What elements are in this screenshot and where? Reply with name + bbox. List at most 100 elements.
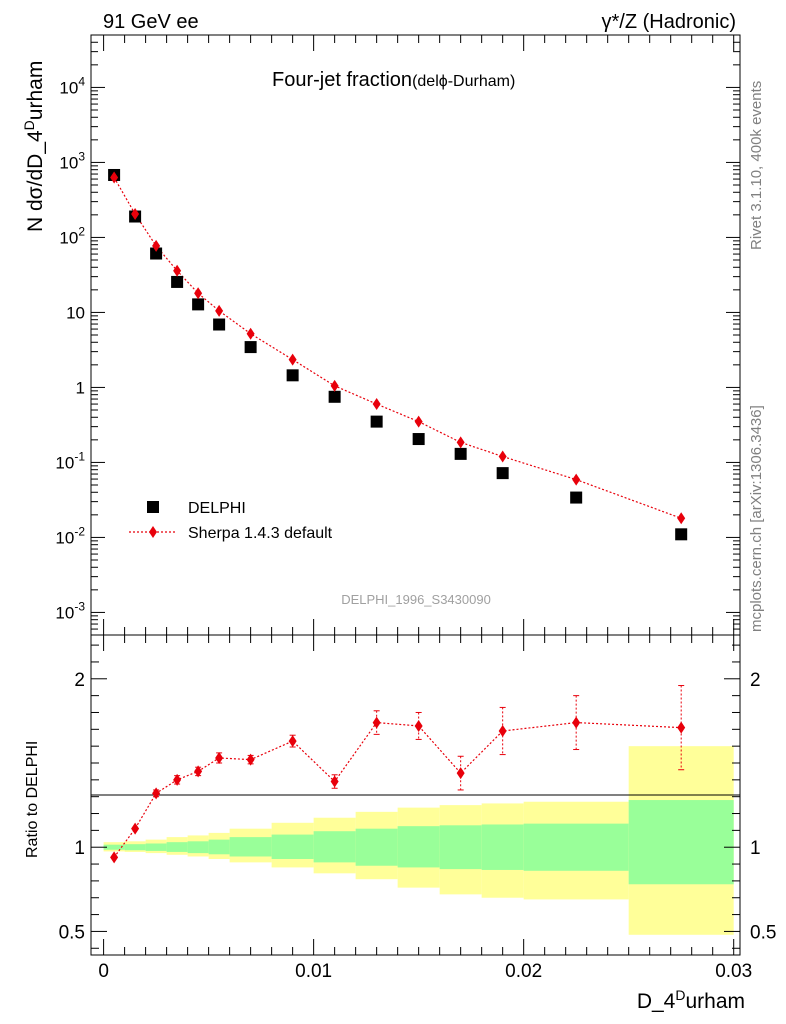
green-band (124, 844, 146, 851)
green-band (313, 831, 356, 863)
delphi-point (328, 390, 341, 403)
legend-label-delphi: DELPHI (188, 500, 246, 517)
xlabel-super: D (675, 987, 685, 1003)
main-ylabel: N dσ/dD_4Durham (21, 61, 47, 232)
sherpa-point (110, 171, 119, 184)
ratio-ticks: 0.5 0.5 1 1 2 2 0 0.01 0.02 0.03 (59, 635, 776, 982)
ylabel-rest: urham (24, 61, 47, 121)
sherpa-point (572, 473, 581, 486)
energy-label: 91 GeV ee (103, 11, 199, 33)
delphi-point (454, 447, 467, 460)
tick-base: 10 (55, 453, 74, 472)
main-title: Four-jet fraction(delϕ-Durham) (272, 69, 515, 91)
legend-marker-sherpa (149, 526, 157, 538)
ratio-point (194, 765, 203, 778)
delphi-point (412, 433, 425, 446)
green-band (271, 834, 314, 859)
watermark: DELPHI_1996_S3430090 (341, 592, 491, 607)
green-band (397, 826, 440, 868)
main-series-marks (108, 168, 688, 541)
delphi-point (192, 298, 205, 311)
sherpa-point (414, 415, 423, 428)
legend-marker-delphi (147, 501, 159, 513)
green-band (481, 824, 524, 870)
ratio-point (173, 773, 182, 786)
main-ytick-label: 1 (76, 378, 85, 397)
process-label: γ*/Z (Hadronic) (602, 11, 736, 33)
ratio-ytick-label-right: 2 (750, 670, 761, 691)
sherpa-point (131, 208, 140, 221)
delphi-point (150, 247, 163, 260)
main-series-lines (113, 177, 682, 519)
uncertainty-bands (103, 746, 734, 935)
delphi-point (286, 369, 299, 382)
main-ytick-label: 102 (59, 224, 85, 247)
ratio-series-line (113, 721, 682, 858)
ratio-series-marks (110, 685, 686, 864)
xlabel-rest: urham (685, 990, 745, 1013)
ratio-plot-frame (90, 634, 741, 956)
tick-exponent: -2 (74, 524, 85, 538)
green-band (628, 800, 734, 885)
delphi-point (370, 415, 383, 428)
green-band (439, 825, 482, 870)
tick-base: 10 (55, 603, 74, 622)
tick-base: 10 (59, 153, 78, 172)
ratio-point (498, 725, 507, 737)
delphi-point (570, 491, 583, 504)
main-ytick-label: 10-1 (55, 449, 85, 472)
sherpa-point (246, 327, 255, 340)
tick-exponent: -1 (74, 449, 85, 463)
ratio-point (456, 767, 465, 780)
ratio-point (246, 753, 255, 766)
green-band (229, 837, 272, 857)
green-band (166, 842, 188, 852)
ratio-point (330, 775, 339, 788)
sherpa-point (456, 436, 465, 449)
sherpa-point (372, 398, 381, 411)
ratio-point (372, 716, 381, 729)
ratio-xlabel: D_4Durham (637, 987, 745, 1013)
ratio-xtick-label: 0.02 (505, 961, 542, 982)
ratio-ytick-label: 2 (74, 670, 85, 691)
tick-base: 10 (59, 78, 78, 97)
delphi-point (244, 341, 257, 354)
tick-exponent: 3 (78, 149, 85, 163)
main-ytick-label: 10-2 (55, 524, 85, 547)
legend-label-sherpa: Sherpa 1.4.3 default (188, 525, 333, 542)
ratio-ytick-label: 0.5 (59, 922, 85, 943)
sherpa-point (288, 353, 297, 366)
sherpa-line (113, 177, 682, 519)
ratio-plot-panel: 0.5 0.51 12 20 0.01 0.02 0.03 Ratio to DELPHI … (24, 634, 776, 1013)
main-ytick-label: 10 (66, 303, 85, 322)
tick-exponent: 2 (78, 224, 85, 238)
legend: DELPHI Sherpa 1.4.3 default (129, 500, 333, 542)
green-band (355, 828, 398, 866)
rivet-label: Rivet 3.1.10, 400k events (748, 81, 765, 250)
mcplots-label: mcplots.cern.ch [arXiv:1306.3436] (748, 405, 765, 632)
ratio-point (110, 851, 119, 864)
ratio-line (113, 721, 682, 858)
main-title-suffix: (delϕ-Durham) (412, 73, 515, 90)
sherpa-point (194, 287, 203, 300)
ratio-ytick-label-right: 1 (750, 838, 761, 859)
ratio-xtick-label: 0.03 (715, 961, 752, 982)
main-ytick-label: 10-3 (55, 599, 85, 622)
tick-base: 10 (55, 528, 74, 547)
green-band (208, 839, 230, 855)
delphi-point (675, 528, 688, 541)
sherpa-point (498, 450, 507, 463)
tick-exponent: -3 (74, 599, 85, 613)
tick-exponent: 4 (78, 74, 85, 88)
sherpa-point (677, 512, 686, 525)
ratio-point (288, 735, 297, 748)
delphi-point (496, 467, 509, 480)
ratio-point (572, 716, 581, 729)
sherpa-point (152, 239, 161, 252)
green-band (145, 843, 167, 851)
ratio-xtick-label: 0.01 (295, 961, 332, 982)
main-ytick-label: 103 (59, 149, 85, 172)
